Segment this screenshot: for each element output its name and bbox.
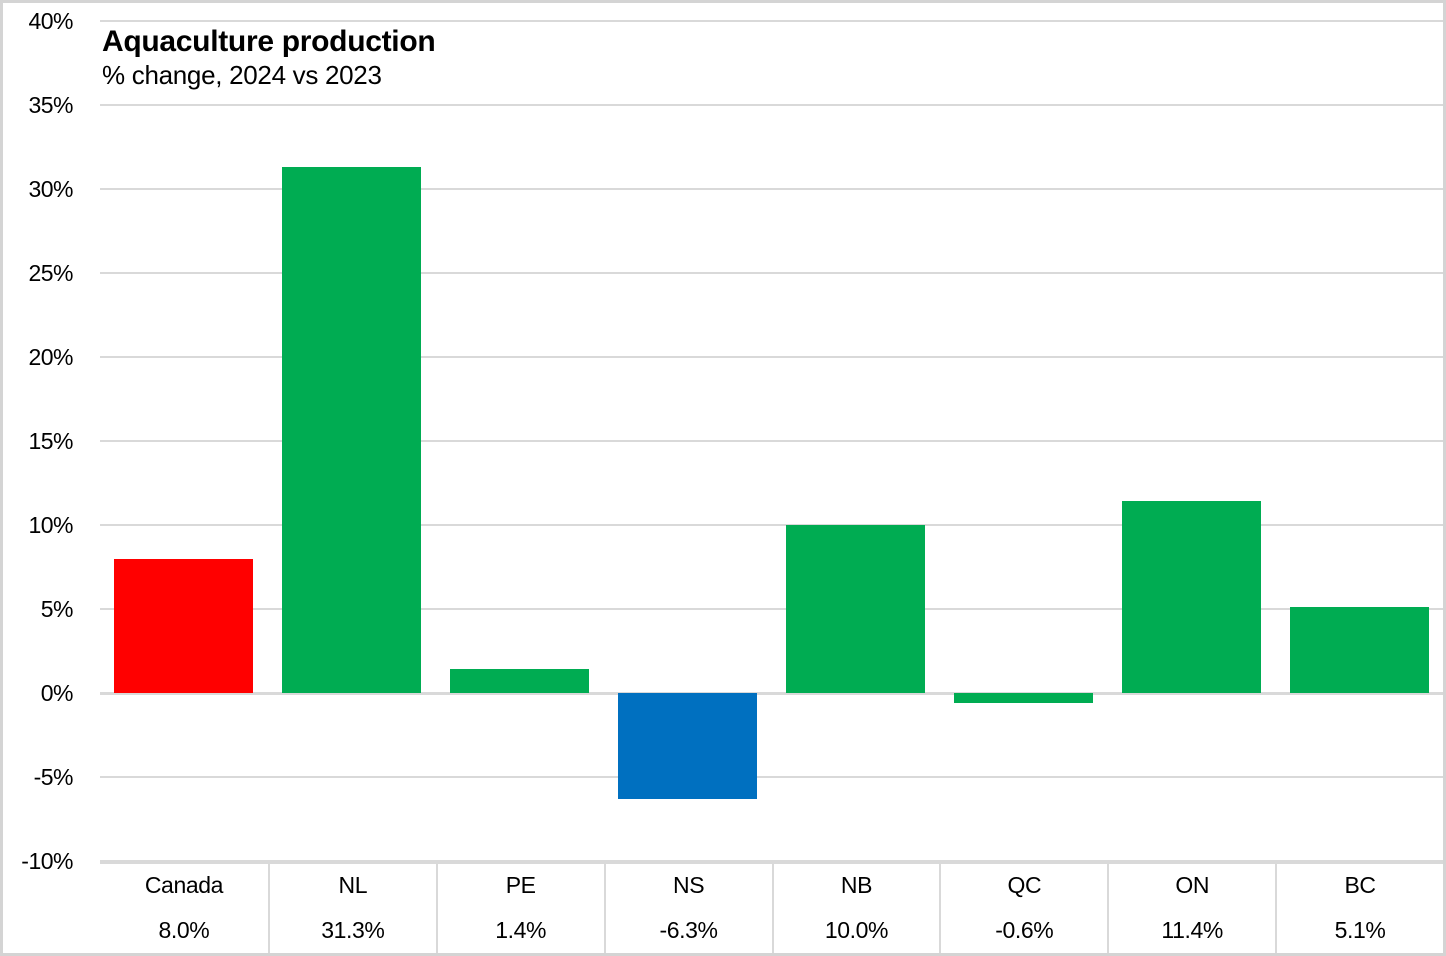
category-label: NL — [338, 872, 368, 898]
gridline — [100, 104, 1443, 106]
bar-bc — [1289, 607, 1429, 693]
y-tick-label: 30% — [28, 176, 73, 202]
gridline — [100, 524, 1443, 526]
gridline — [100, 440, 1443, 442]
y-tick-label: -10% — [21, 848, 73, 874]
category-cell-pe: PE 1.4% — [435, 861, 604, 953]
bar-qc — [953, 693, 1093, 704]
category-value: 11.4% — [1161, 917, 1223, 943]
bar-nl — [282, 167, 422, 693]
y-tick-label: 35% — [28, 92, 73, 118]
zero-gridline — [100, 692, 1443, 695]
category-cell-bc: BC 5.1% — [1275, 861, 1443, 953]
gridline — [100, 776, 1443, 778]
category-cell-canada: Canada 8.0% — [100, 861, 268, 953]
y-tick-label: -5% — [33, 764, 74, 790]
category-value: 8.0% — [158, 917, 210, 943]
category-cell-nb: NB 10.0% — [771, 861, 940, 953]
category-label: NS — [672, 872, 705, 898]
category-label: ON — [1175, 872, 1210, 898]
y-tick-label: 20% — [28, 344, 73, 370]
category-cell-qc: QC -0.6% — [939, 861, 1107, 953]
category-label: NB — [840, 872, 873, 898]
category-value: 5.1% — [1334, 917, 1386, 943]
bar-pe — [450, 669, 590, 693]
category-label: QC — [1007, 872, 1042, 898]
category-cell-nl: NL 31.3% — [267, 861, 436, 953]
chart-title: Aquaculture production — [102, 25, 436, 58]
category-label: Canada — [144, 872, 224, 898]
y-tick-label: 10% — [28, 512, 73, 538]
y-tick-label: 0% — [40, 680, 74, 706]
bar-ns — [618, 693, 758, 799]
bar-canada — [114, 558, 254, 693]
y-tick-label: 15% — [28, 428, 73, 454]
gridline — [100, 188, 1443, 190]
bar-nb — [785, 525, 925, 693]
gridline — [100, 20, 1443, 22]
category-label: BC — [1344, 872, 1376, 898]
category-value: 1.4% — [495, 917, 547, 943]
gridline — [100, 356, 1443, 358]
category-value: 31.3% — [321, 917, 385, 943]
category-cell-ns: NS -6.3% — [603, 861, 772, 953]
y-tick-label: 5% — [40, 596, 74, 622]
chart-title-block: Aquaculture production % change, 2024 vs… — [102, 25, 436, 91]
gridline — [100, 272, 1443, 274]
category-value: 10.0% — [824, 917, 889, 943]
gridline — [100, 608, 1443, 610]
category-value: -0.6% — [995, 917, 1054, 943]
y-tick-label: 25% — [28, 260, 73, 286]
category-cell-on: ON 11.4% — [1107, 861, 1275, 953]
bar-on — [1121, 501, 1261, 693]
chart-subtitle: % change, 2024 vs 2023 — [102, 60, 382, 90]
category-label: PE — [505, 872, 536, 898]
y-tick-label: 40% — [28, 8, 73, 34]
category-value: -6.3% — [659, 917, 718, 943]
